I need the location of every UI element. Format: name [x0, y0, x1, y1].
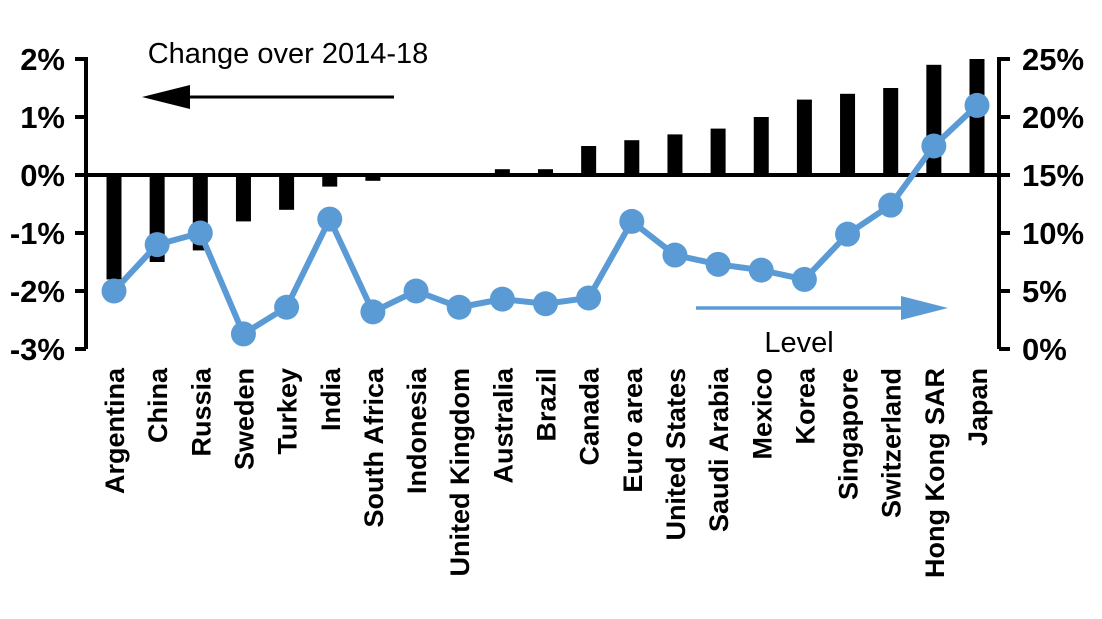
- bar-sweden: [235, 175, 251, 222]
- left-axis-tick-label: 2%: [20, 42, 65, 77]
- category-label-euro-area: Euro area: [618, 367, 648, 493]
- category-label-japan: Japan: [963, 368, 993, 446]
- left-arrow-icon: [142, 85, 394, 109]
- change-series-annotation-label: Change over 2014-18: [148, 38, 429, 70]
- category-label-russia: Russia: [186, 367, 216, 457]
- category-label-united-states: United States: [661, 368, 691, 541]
- marker-euro-area: [619, 208, 645, 234]
- marker-canada: [576, 285, 602, 311]
- marker-brazil: [533, 291, 558, 317]
- right-arrow-icon: [696, 296, 948, 320]
- category-label-china: China: [143, 367, 173, 443]
- category-label-south-africa: South Africa: [359, 367, 389, 527]
- level-series-annotation-label: Level: [764, 327, 833, 359]
- left-axis-tick-label: 0%: [20, 158, 65, 193]
- category-label-australia: Australia: [488, 367, 518, 484]
- left-axis-tick-label: -3%: [10, 332, 65, 367]
- bar-euro-area: [624, 140, 640, 175]
- bar-turkey: [279, 175, 295, 210]
- category-label-switzerland: Switzerland: [877, 368, 907, 518]
- bar-mexico: [753, 117, 769, 175]
- category-label-mexico: Mexico: [747, 368, 777, 460]
- bar-argentina: [106, 175, 122, 280]
- category-label-indonesia: Indonesia: [402, 367, 432, 494]
- marker-mexico: [748, 257, 774, 283]
- marker-south-africa: [360, 299, 386, 325]
- category-label-korea: Korea: [790, 367, 820, 445]
- bar-australia: [494, 169, 510, 175]
- marker-india: [317, 206, 343, 232]
- category-label-sweden: Sweden: [229, 368, 259, 470]
- marker-saudi-arabia: [705, 251, 731, 277]
- right-axis-tick-label: 0%: [1022, 332, 1067, 367]
- bar-canada: [581, 146, 597, 175]
- marker-russia: [187, 220, 213, 246]
- marker-united-states: [662, 242, 688, 268]
- category-label-argentina: Argentina: [100, 367, 130, 494]
- left-axis-tick-label: 1%: [20, 100, 65, 135]
- marker-japan: [964, 92, 990, 118]
- category-label-united-kingdom: United Kingdom: [445, 368, 475, 576]
- bar-saudi-arabia: [710, 128, 726, 175]
- marker-indonesia: [403, 278, 429, 304]
- bar-switzerland: [883, 88, 899, 175]
- category-label-saudi-arabia: Saudi Arabia: [704, 367, 734, 532]
- marker-hong-kong-sar: [921, 133, 947, 159]
- left-axis-tick-label: -2%: [10, 274, 65, 309]
- marker-singapore: [835, 221, 861, 247]
- marker-korea: [791, 266, 817, 292]
- right-axis-tick-label: 10%: [1022, 216, 1084, 251]
- bar-brazil: [538, 169, 553, 175]
- marker-australia: [489, 286, 515, 312]
- marker-united-kingdom: [446, 294, 472, 320]
- category-label-india: India: [316, 367, 346, 431]
- right-axis-tick-label: 15%: [1022, 158, 1084, 193]
- right-axis-tick-label: 20%: [1022, 100, 1084, 135]
- category-label-canada: Canada: [575, 367, 605, 466]
- marker-turkey: [274, 294, 300, 320]
- category-label-hong-kong-sar: Hong Kong SAR: [920, 368, 950, 578]
- bar-korea: [796, 99, 812, 175]
- left-axis-tick-label: -1%: [10, 216, 65, 251]
- category-label-brazil: Brazil: [532, 368, 562, 442]
- marker-switzerland: [878, 192, 904, 218]
- category-label-turkey: Turkey: [273, 368, 303, 455]
- bar-south-africa: [365, 175, 381, 181]
- bar-united-states: [667, 134, 683, 175]
- marker-sweden: [230, 321, 256, 347]
- right-axis-tick-label: 5%: [1022, 274, 1067, 309]
- marker-china: [144, 232, 170, 258]
- marker-argentina: [101, 278, 127, 304]
- right-axis-tick-label: 25%: [1022, 42, 1084, 77]
- category-label-singapore: Singapore: [834, 368, 864, 500]
- bar-india: [322, 175, 338, 187]
- bar-singapore: [840, 93, 856, 175]
